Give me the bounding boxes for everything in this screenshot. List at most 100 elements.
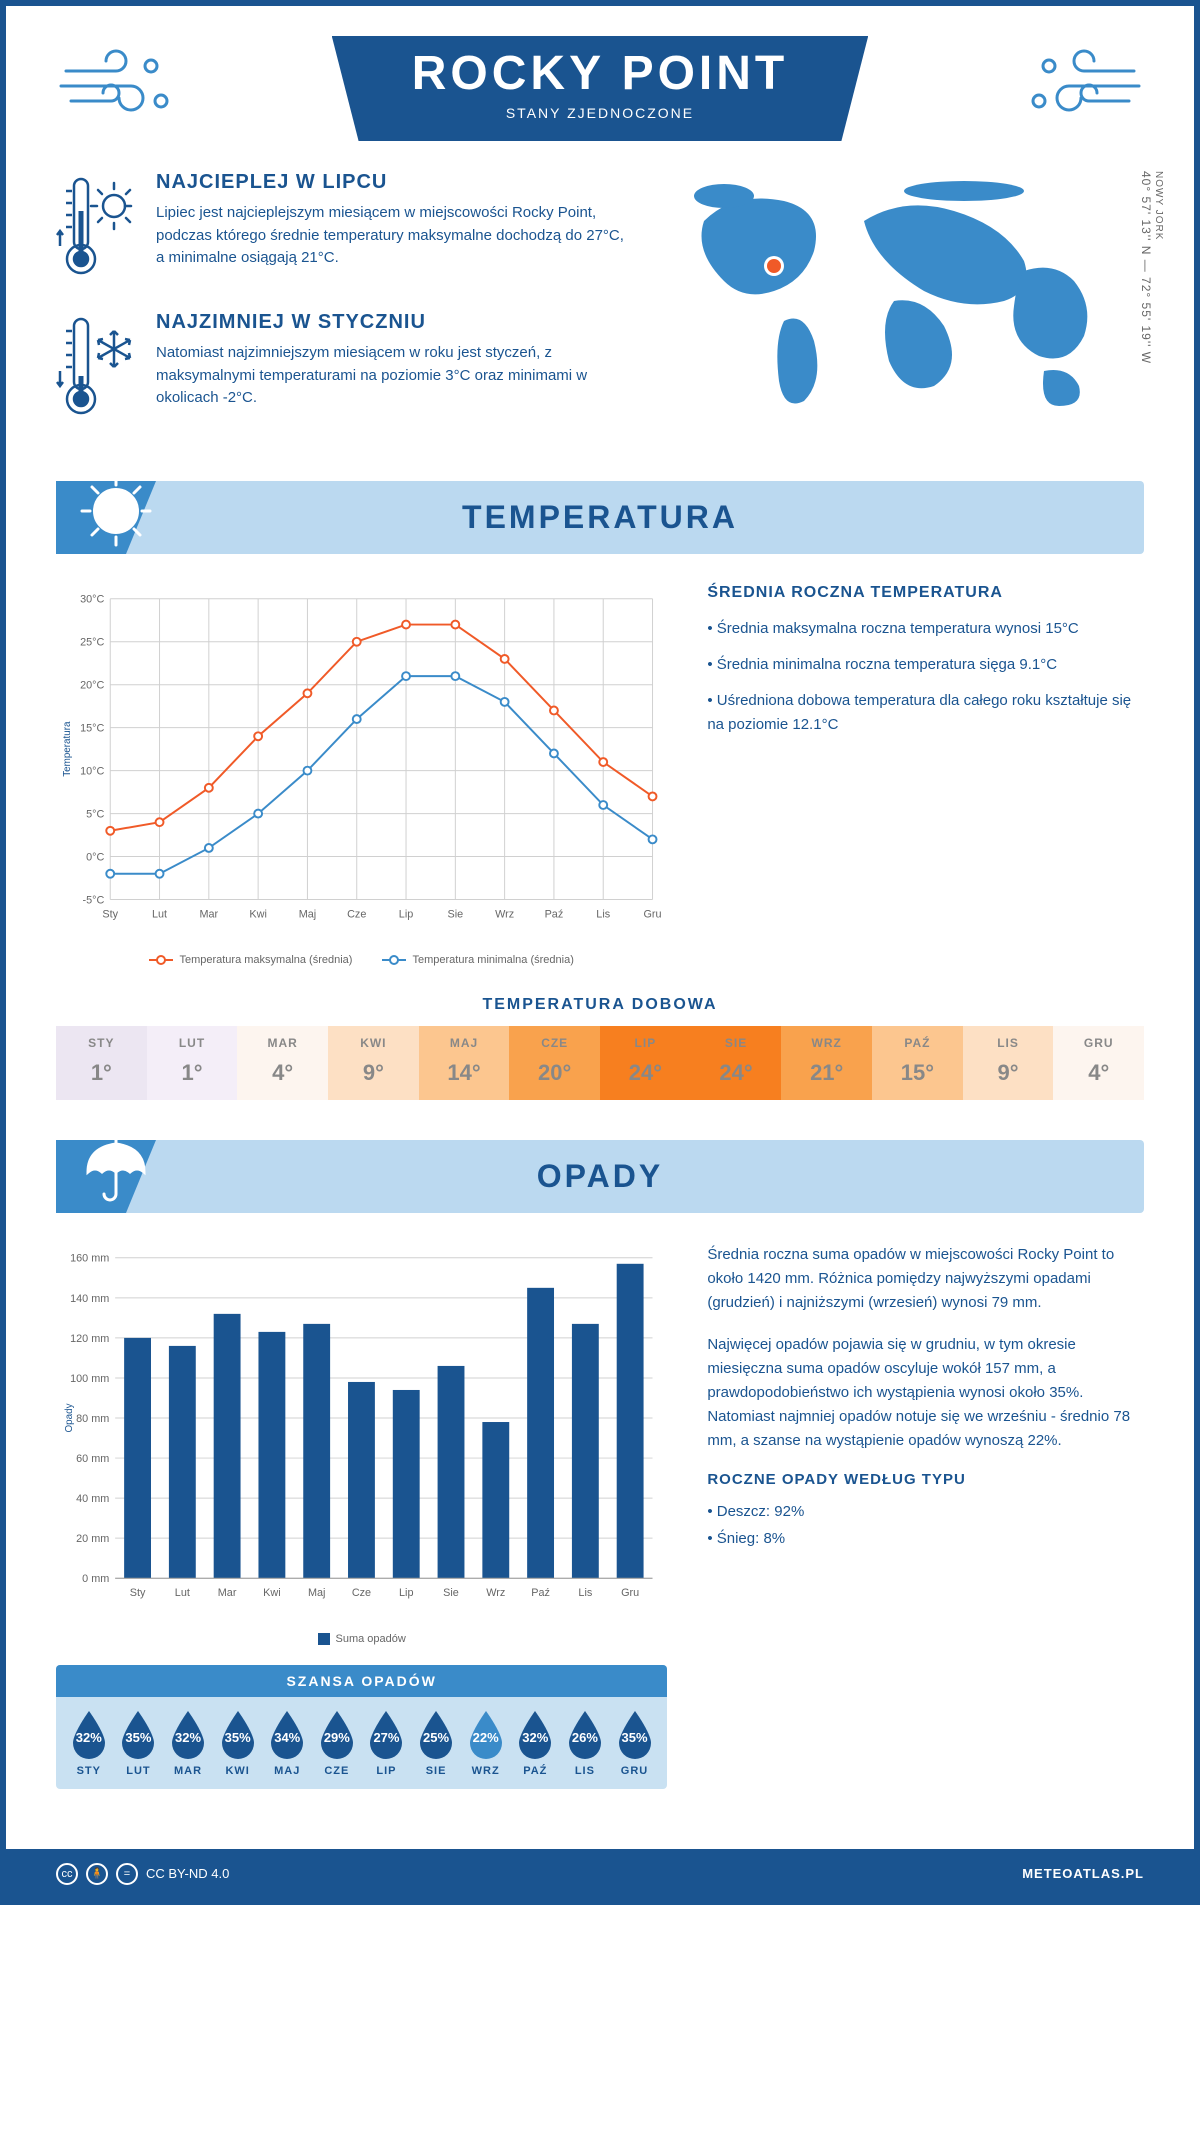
hottest-title: NAJCIEPLEJ W LIPCU	[156, 171, 634, 194]
svg-text:140 mm: 140 mm	[70, 1293, 109, 1305]
chance-cell: 26%LIS	[560, 1709, 610, 1777]
svg-text:20 mm: 20 mm	[76, 1533, 109, 1545]
coordinates: NOWY JORK 40° 57' 13'' N — 72° 55' 19'' …	[1139, 171, 1164, 364]
daily-temp-cell: PAŹ15°	[872, 1026, 963, 1100]
svg-text:Paź: Paź	[545, 908, 564, 920]
svg-text:0 mm: 0 mm	[82, 1573, 109, 1585]
svg-text:120 mm: 120 mm	[70, 1333, 109, 1345]
precip-text-2: Najwięcej opadów pojawia się w grudniu, …	[707, 1333, 1144, 1453]
svg-text:Kwi: Kwi	[263, 1587, 280, 1599]
chance-cell: 35%LUT	[114, 1709, 164, 1777]
precipitation-section-header: OPADY	[56, 1140, 1144, 1213]
chance-cell: 34%MAJ	[262, 1709, 312, 1777]
nd-icon: =	[116, 1863, 138, 1885]
chance-cell: 22%WRZ	[461, 1709, 511, 1777]
thermometer-hot-icon	[56, 171, 136, 286]
sun-icon	[76, 471, 156, 556]
page-title: ROCKY POINT	[412, 46, 788, 101]
wind-icon	[1024, 46, 1144, 131]
svg-text:Lis: Lis	[578, 1587, 592, 1599]
daily-temp-cell: SIE24°	[691, 1026, 782, 1100]
svg-text:30°C: 30°C	[80, 594, 104, 606]
svg-text:100 mm: 100 mm	[70, 1373, 109, 1385]
svg-text:Sty: Sty	[130, 1587, 146, 1599]
chance-cell: 25%SIE	[411, 1709, 461, 1777]
daily-temp-title: TEMPERATURA DOBOWA	[56, 996, 1144, 1014]
daily-temp-cell: LIP24°	[600, 1026, 691, 1100]
svg-text:Sie: Sie	[448, 908, 464, 920]
daily-temp-cell: LIS9°	[963, 1026, 1054, 1100]
site-name: METEOATLAS.PL	[1022, 1866, 1144, 1881]
svg-text:Lip: Lip	[399, 1587, 413, 1599]
temperature-section-header: TEMPERATURA	[56, 481, 1144, 554]
license-block: cc 🧍 = CC BY-ND 4.0	[56, 1863, 229, 1885]
chance-cell: 32%PAŹ	[510, 1709, 560, 1777]
temperature-title: TEMPERATURA	[56, 499, 1144, 536]
precipitation-legend: Suma opadów	[56, 1633, 667, 1645]
temp-bullet: • Średnia minimalna roczna temperatura s…	[707, 653, 1144, 677]
svg-text:Wrz: Wrz	[495, 908, 514, 920]
hottest-block: NAJCIEPLEJ W LIPCU Lipiec jest najcieple…	[56, 171, 634, 286]
world-map-container: NOWY JORK 40° 57' 13'' N — 72° 55' 19'' …	[664, 171, 1144, 451]
temperature-summary: ŚREDNIA ROCZNA TEMPERATURA • Średnia mak…	[707, 584, 1144, 966]
daily-temp-cell: STY1°	[56, 1026, 147, 1100]
precip-bullet: • Śnieg: 8%	[707, 1525, 1144, 1552]
page-subtitle: STANY ZJEDNOCZONE	[412, 105, 788, 121]
coldest-block: NAJZIMNIEJ W STYCZNIU Natomiast najzimni…	[56, 311, 634, 426]
footer: cc 🧍 = CC BY-ND 4.0 METEOATLAS.PL	[6, 1849, 1194, 1899]
chance-cell: 29%CZE	[312, 1709, 362, 1777]
chance-cell: 32%MAR	[163, 1709, 213, 1777]
svg-text:Sie: Sie	[443, 1587, 459, 1599]
title-banner: ROCKY POINT STANY ZJEDNOCZONE	[332, 36, 868, 141]
svg-text:Mar: Mar	[200, 908, 219, 920]
precip-type-title: ROCZNE OPADY WEDŁUG TYPU	[707, 1471, 1144, 1488]
svg-text:Mar: Mar	[218, 1587, 237, 1599]
daily-temp-cell: LUT1°	[147, 1026, 238, 1100]
chance-cell: 32%STY	[64, 1709, 114, 1777]
svg-text:Gru: Gru	[621, 1587, 639, 1599]
temp-bullet: • Uśredniona dobowa temperatura dla całe…	[707, 689, 1144, 737]
daily-temp-strip: STY1°LUT1°MAR4°KWI9°MAJ14°CZE20°LIP24°SI…	[56, 1026, 1144, 1100]
svg-text:5°C: 5°C	[86, 809, 104, 821]
svg-text:Opady: Opady	[64, 1403, 75, 1432]
svg-text:Paź: Paź	[531, 1587, 550, 1599]
intro-section: NAJCIEPLEJ W LIPCU Lipiec jest najcieple…	[56, 171, 1144, 451]
temp-bullet: • Średnia maksymalna roczna temperatura …	[707, 617, 1144, 641]
svg-text:Cze: Cze	[347, 908, 366, 920]
svg-text:Gru: Gru	[643, 908, 661, 920]
precip-bullet: • Deszcz: 92%	[707, 1498, 1144, 1525]
svg-text:Kwi: Kwi	[249, 908, 266, 920]
svg-text:40 mm: 40 mm	[76, 1493, 109, 1505]
thermometer-cold-icon	[56, 311, 136, 426]
svg-text:Sty: Sty	[102, 908, 118, 920]
svg-text:60 mm: 60 mm	[76, 1453, 109, 1465]
svg-text:Temperatura: Temperatura	[62, 721, 73, 777]
svg-text:Lut: Lut	[152, 908, 167, 920]
svg-text:80 mm: 80 mm	[76, 1413, 109, 1425]
svg-text:Cze: Cze	[352, 1587, 371, 1599]
temperature-legend: Temperatura maksymalna (średnia) Tempera…	[56, 954, 667, 966]
daily-temp-cell: MAR4°	[237, 1026, 328, 1100]
precipitation-summary: Średnia roczna suma opadów w miejscowośc…	[707, 1243, 1144, 1789]
svg-text:Maj: Maj	[299, 908, 316, 920]
chance-cell: 35%KWI	[213, 1709, 263, 1777]
precipitation-title: OPADY	[56, 1158, 1144, 1195]
svg-text:0°C: 0°C	[86, 851, 104, 863]
svg-text:Wrz: Wrz	[486, 1587, 505, 1599]
cc-icon: cc	[56, 1863, 78, 1885]
svg-text:-5°C: -5°C	[83, 894, 105, 906]
svg-text:15°C: 15°C	[80, 723, 104, 735]
by-icon: 🧍	[86, 1863, 108, 1885]
precipitation-chance-box: SZANSA OPADÓW 32%STY35%LUT32%MAR35%KWI34…	[56, 1665, 667, 1789]
temperature-line-chart: -5°C0°C5°C10°C15°C20°C25°C30°CStyLutMarK…	[56, 584, 667, 966]
svg-text:25°C: 25°C	[80, 637, 104, 649]
svg-text:10°C: 10°C	[80, 766, 104, 778]
precipitation-bar-chart: 0 mm 20 mm 40 mm 60 mm 80 mm 100 mm 120 mm 140 …	[56, 1243, 667, 1789]
license-text: CC BY-ND 4.0	[146, 1866, 229, 1881]
umbrella-icon	[76, 1130, 156, 1215]
precip-text-1: Średnia roczna suma opadów w miejscowośc…	[707, 1243, 1144, 1315]
svg-text:Lis: Lis	[596, 908, 610, 920]
svg-text:Maj: Maj	[308, 1587, 325, 1599]
wind-icon	[56, 46, 176, 131]
daily-temp-cell: CZE20°	[509, 1026, 600, 1100]
